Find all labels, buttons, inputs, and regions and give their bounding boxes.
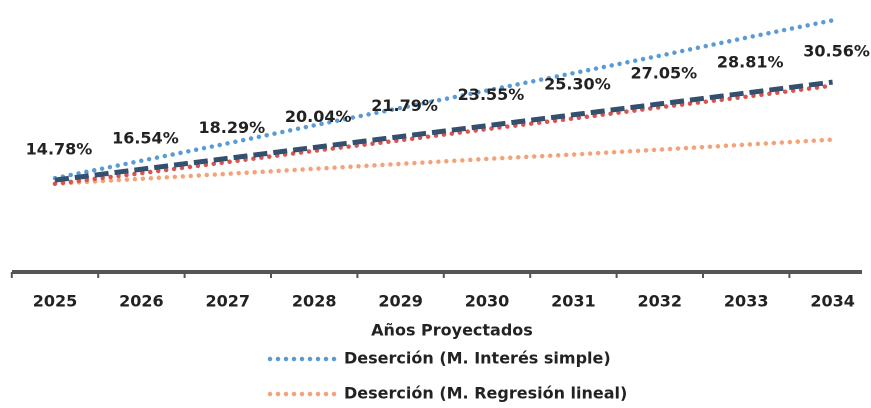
data-label: 20.04% [285, 107, 352, 126]
x-tick-label: 2026 [119, 292, 164, 311]
data-label: 21.79% [371, 96, 438, 115]
data-label: 30.56% [803, 42, 870, 61]
data-label: 25.30% [544, 74, 611, 93]
line-series [54, 79, 833, 183]
x-axis-label: Años Proyectados [371, 321, 533, 340]
line-series [52, 137, 835, 187]
data-label: 18.29% [198, 118, 265, 137]
x-tick-label: 2029 [378, 292, 423, 311]
data-label: 16.54% [112, 129, 179, 148]
data-label: 28.81% [717, 52, 784, 71]
x-tick-label: 2027 [206, 292, 251, 311]
x-tick-label: 2025 [33, 292, 78, 311]
x-tick-label: 2030 [465, 292, 510, 311]
data-label: 23.55% [458, 85, 525, 104]
x-tick-label: 2031 [551, 292, 596, 311]
x-tick-label: 2032 [638, 292, 683, 311]
data-label: 27.05% [630, 63, 697, 82]
legend-label: Deserción (M. Interés simple) [344, 349, 611, 368]
x-tick-label: 2028 [292, 292, 337, 311]
x-tick-label: 2034 [810, 292, 855, 311]
line-series [52, 83, 835, 187]
legend-label: Deserción (M. Regresión lineal) [344, 384, 627, 403]
x-tick-label: 2033 [724, 292, 769, 311]
data-label: 14.78% [26, 140, 93, 159]
